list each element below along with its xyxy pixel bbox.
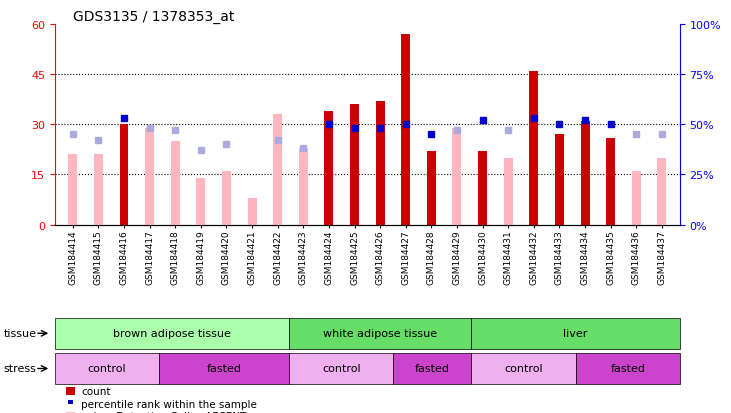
Bar (325, 112, 333, 225)
Bar (94, 155, 103, 225)
Text: GDS3135 / 1378353_at: GDS3135 / 1378353_at (73, 10, 235, 24)
Text: control: control (504, 363, 543, 374)
Text: GSM184416: GSM184416 (119, 230, 129, 284)
Bar (376, 102, 385, 225)
Text: control: control (322, 363, 360, 374)
Bar (222, 172, 231, 225)
Text: GSM184420: GSM184420 (222, 230, 231, 284)
Text: GSM184427: GSM184427 (401, 230, 410, 284)
Bar (606, 138, 616, 225)
Text: white adipose tissue: white adipose tissue (323, 328, 437, 339)
Bar (529, 71, 538, 225)
Text: GSM184422: GSM184422 (273, 230, 282, 284)
Text: GSM184426: GSM184426 (376, 230, 385, 284)
Text: GSM184435: GSM184435 (606, 230, 616, 284)
Bar (401, 35, 410, 225)
Text: GSM184421: GSM184421 (248, 230, 257, 284)
Bar (555, 135, 564, 225)
Text: GSM184423: GSM184423 (299, 230, 308, 284)
Text: GSM184430: GSM184430 (478, 230, 487, 284)
Bar (171, 142, 180, 225)
Text: percentile rank within the sample: percentile rank within the sample (81, 399, 257, 408)
Text: fasted: fasted (415, 363, 450, 374)
Text: GSM184431: GSM184431 (504, 230, 512, 284)
Text: stress: stress (4, 363, 37, 374)
Bar (145, 128, 154, 225)
Bar (632, 172, 641, 225)
Text: value, Detection Call = ABSENT: value, Detection Call = ABSENT (81, 411, 246, 413)
Text: GSM184437: GSM184437 (657, 230, 667, 284)
Bar (504, 158, 512, 225)
Bar (273, 115, 282, 225)
Text: GSM184436: GSM184436 (632, 230, 641, 284)
Text: GSM184433: GSM184433 (555, 230, 564, 284)
Text: GSM184425: GSM184425 (350, 230, 359, 284)
Text: GSM184432: GSM184432 (529, 230, 538, 284)
Text: fasted: fasted (207, 363, 242, 374)
Bar (478, 152, 487, 225)
Text: GSM184418: GSM184418 (171, 230, 180, 284)
Bar (452, 128, 461, 225)
Bar (248, 198, 257, 225)
Text: GSM184424: GSM184424 (325, 230, 333, 284)
Text: control: control (88, 363, 126, 374)
Text: GSM184428: GSM184428 (427, 230, 436, 284)
Text: GSM184415: GSM184415 (94, 230, 103, 284)
Bar (350, 105, 359, 225)
Text: GSM184417: GSM184417 (145, 230, 154, 284)
Text: brown adipose tissue: brown adipose tissue (113, 328, 231, 339)
Bar (427, 152, 436, 225)
Bar (299, 148, 308, 225)
Text: fasted: fasted (610, 363, 645, 374)
Text: liver: liver (564, 328, 588, 339)
Bar (580, 121, 589, 225)
Text: GSM184419: GSM184419 (197, 230, 205, 284)
Bar (657, 158, 667, 225)
Bar (119, 125, 129, 225)
Bar (197, 178, 205, 225)
Text: GSM184414: GSM184414 (68, 230, 77, 284)
Text: GSM184429: GSM184429 (452, 230, 461, 284)
Text: tissue: tissue (4, 328, 37, 339)
Bar (68, 155, 77, 225)
Text: GSM184434: GSM184434 (580, 230, 590, 284)
Text: count: count (81, 386, 110, 396)
